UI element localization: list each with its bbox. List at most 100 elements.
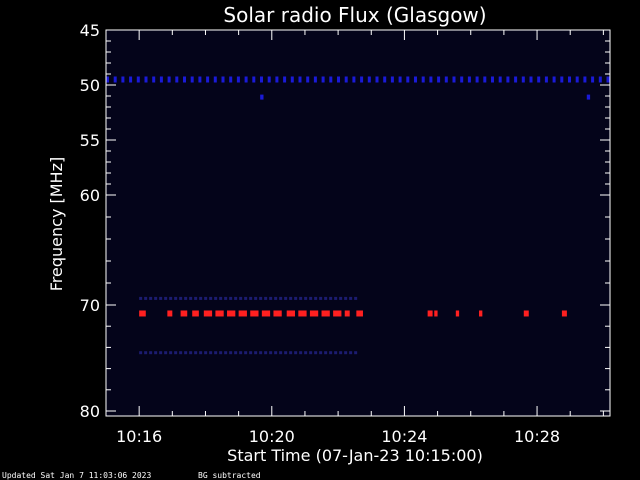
blue-interference-line-dash bbox=[514, 76, 518, 83]
blue-interference-line-dash bbox=[167, 76, 171, 83]
blue-interference-line-dash bbox=[298, 76, 302, 83]
faint-band-upper-dash bbox=[184, 296, 188, 300]
blue-interference-line-dash bbox=[290, 76, 294, 83]
faint-band-lower-dash bbox=[269, 351, 273, 355]
faint-band-lower-dash bbox=[254, 351, 258, 355]
blue-interference-line-dash bbox=[452, 76, 456, 83]
faint-band-upper-dash bbox=[159, 296, 163, 300]
red-emission-band-segment bbox=[203, 310, 213, 317]
plot-background bbox=[106, 30, 610, 416]
faint-band-upper-dash bbox=[344, 296, 348, 300]
red-emission-band-segment bbox=[561, 310, 567, 317]
blue-interference-line-dash bbox=[467, 76, 471, 83]
faint-band-upper-dash bbox=[144, 296, 148, 300]
y-axis-label: Frequency [MHz] bbox=[47, 157, 66, 291]
faint-band-upper-dash bbox=[314, 296, 318, 300]
faint-band-upper-dash bbox=[259, 296, 263, 300]
faint-band-lower-dash bbox=[154, 351, 158, 355]
faint-band-lower-dash bbox=[279, 351, 283, 355]
red-emission-band-segment bbox=[192, 310, 199, 317]
red-emission-band-segment bbox=[455, 310, 460, 317]
faint-band-lower-dash bbox=[329, 351, 333, 355]
red-emission-band-segment bbox=[356, 310, 363, 317]
faint-band-lower-dash bbox=[174, 351, 178, 355]
blue-interference-line-dash bbox=[444, 76, 448, 83]
red-emission-band-segment bbox=[309, 310, 319, 317]
faint-band-lower-dash bbox=[294, 351, 298, 355]
blue-interference-line-dash bbox=[283, 76, 287, 83]
blue-interference-line-dash bbox=[560, 76, 564, 83]
y-tick-label: 55 bbox=[80, 131, 100, 150]
faint-band-lower-dash bbox=[309, 351, 313, 355]
faint-band-lower-dash bbox=[259, 351, 263, 355]
red-emission-band-segment bbox=[261, 310, 271, 317]
faint-band-lower-dash bbox=[249, 351, 253, 355]
faint-band-lower-dash bbox=[144, 351, 148, 355]
faint-band-upper-dash bbox=[194, 296, 198, 300]
red-emission-band-segment bbox=[238, 310, 247, 317]
faint-band-lower-dash bbox=[289, 351, 293, 355]
faint-band-upper-dash bbox=[169, 296, 173, 300]
blue-interference-line-dash bbox=[183, 76, 186, 83]
blue-interference-line-dash bbox=[329, 76, 333, 83]
blue-interference-line-dash bbox=[321, 76, 325, 83]
blue-interference-line-dash bbox=[506, 76, 510, 83]
blue-interference-line-dash bbox=[275, 76, 279, 83]
blue-interference-line-dash bbox=[190, 76, 194, 83]
red-emission-band-segment bbox=[286, 310, 295, 317]
blue-interference-line-dash bbox=[390, 76, 394, 83]
footer-updated: Updated Sat Jan 7 11:03:06 2023 bbox=[2, 471, 151, 480]
faint-band-lower-dash bbox=[234, 351, 238, 355]
faint-band-upper-dash bbox=[289, 296, 293, 300]
faint-band-lower-dash bbox=[274, 351, 278, 355]
blue-interference-line-dash bbox=[213, 76, 217, 83]
red-emission-band-segment bbox=[333, 310, 342, 317]
faint-band-upper-dash bbox=[254, 296, 258, 300]
faint-band-upper-dash bbox=[279, 296, 283, 300]
blue-interference-line-dash bbox=[144, 76, 148, 83]
blue-interference-line-dash bbox=[552, 76, 556, 83]
blue-interference-line-dash bbox=[152, 76, 156, 83]
blue-interference-line-dash bbox=[260, 76, 263, 83]
red-emission-band-segment bbox=[479, 310, 483, 317]
plot-frame bbox=[105, 29, 611, 417]
faint-band-lower-dash bbox=[314, 351, 318, 355]
faint-band-lower-dash bbox=[299, 351, 303, 355]
faint-band-upper-dash bbox=[164, 296, 168, 300]
faint-band-lower-dash bbox=[304, 351, 308, 355]
blue-interference-line-dash bbox=[568, 76, 571, 83]
faint-band-upper-dash bbox=[229, 296, 233, 300]
faint-band-lower-dash bbox=[139, 351, 143, 355]
red-emission-band-segment bbox=[273, 310, 282, 317]
blue-interference-line-dash bbox=[367, 76, 371, 83]
blue-interference-line-dash bbox=[414, 76, 417, 83]
blue-interference-line-dash bbox=[406, 76, 410, 83]
faint-band-upper-dash bbox=[354, 296, 358, 300]
blue-interference-line-dash bbox=[106, 76, 109, 83]
faint-band-upper-dash bbox=[219, 296, 223, 300]
faint-band-upper-dash bbox=[224, 296, 228, 300]
faint-band-lower-dash bbox=[224, 351, 228, 355]
emission-features bbox=[106, 76, 610, 355]
y-axis-ticks: 45 50 55 60 70 80 bbox=[80, 21, 610, 421]
blue-interference-line-dash bbox=[306, 76, 310, 83]
faint-band-lower-dash bbox=[189, 351, 193, 355]
faint-band-upper-dash bbox=[304, 296, 308, 300]
faint-band-upper-dash bbox=[269, 296, 273, 300]
chart-title: Solar radio Flux (Glasgow) bbox=[223, 3, 486, 27]
blue-interference-line-dash bbox=[398, 76, 402, 83]
blue-interference-line-dash bbox=[229, 76, 233, 83]
faint-band-lower-dash bbox=[169, 351, 173, 355]
faint-band-upper-dash bbox=[324, 296, 328, 300]
blue-interference-line-dash bbox=[344, 76, 348, 83]
blue-interference-line-dash bbox=[206, 76, 210, 83]
faint-band-lower-dash bbox=[264, 351, 268, 355]
y-tick-label: 60 bbox=[80, 186, 100, 205]
blue-spot-b bbox=[586, 94, 591, 100]
blue-interference-line-dash bbox=[529, 76, 533, 83]
red-emission-band-segment bbox=[344, 310, 350, 317]
faint-band-upper-dash bbox=[239, 296, 243, 300]
faint-band-lower-dash bbox=[354, 351, 358, 355]
blue-interference-line-dash bbox=[606, 76, 610, 83]
faint-band-upper-dash bbox=[329, 296, 333, 300]
